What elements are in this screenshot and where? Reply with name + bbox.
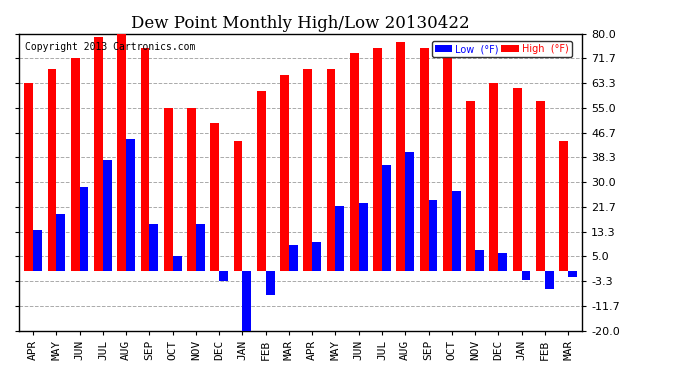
Bar [141,48,150,271]
Title: Dew Point Monthly High/Low 20130422: Dew Point Monthly High/Low 20130422 [131,15,470,32]
Bar [150,224,158,271]
Bar [24,83,33,271]
Bar [475,250,484,271]
Bar [289,244,298,271]
Bar [466,101,475,271]
Bar [304,69,312,271]
Bar [350,53,359,271]
Bar [559,141,568,271]
Bar [568,271,577,277]
Bar [266,271,275,295]
Bar [452,191,461,271]
Legend: Low  (°F), High  (°F): Low (°F), High (°F) [432,41,571,57]
Bar [513,88,522,271]
Bar [210,123,219,271]
Bar [545,271,553,289]
Bar [373,48,382,271]
Bar [359,203,368,271]
Bar [443,58,452,271]
Bar [522,271,531,280]
Bar [536,101,545,271]
Bar [420,48,428,271]
Bar [103,160,112,271]
Bar [187,108,196,271]
Bar [33,230,42,271]
Bar [397,42,405,271]
Bar [79,187,88,271]
Bar [326,69,335,271]
Bar [312,242,321,271]
Bar [234,141,242,271]
Bar [48,69,57,271]
Bar [219,271,228,281]
Bar [172,256,181,271]
Bar [57,214,66,271]
Text: Copyright 2013 Cartronics.com: Copyright 2013 Cartronics.com [25,42,195,52]
Bar [94,37,103,271]
Bar [428,200,437,271]
Bar [382,165,391,271]
Bar [405,152,414,271]
Bar [257,91,266,271]
Bar [196,224,205,271]
Bar [335,206,344,271]
Bar [242,271,251,331]
Bar [498,254,507,271]
Bar [164,108,172,271]
Bar [117,33,126,271]
Bar [489,83,498,271]
Bar [126,139,135,271]
Bar [280,75,289,271]
Bar [71,58,79,271]
